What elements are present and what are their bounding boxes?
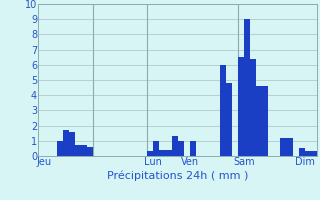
Bar	[262, 86, 268, 156]
Bar	[178, 141, 184, 156]
Bar	[57, 141, 63, 156]
Bar	[63, 130, 69, 156]
Bar	[238, 57, 244, 156]
Bar	[159, 150, 165, 156]
Bar	[153, 141, 159, 156]
Bar	[220, 65, 226, 156]
Bar	[226, 83, 232, 156]
Bar	[147, 151, 153, 156]
Bar	[81, 145, 87, 156]
Bar	[87, 147, 93, 156]
Bar	[172, 136, 178, 156]
Bar	[256, 86, 262, 156]
Bar	[299, 148, 305, 156]
Bar	[250, 59, 256, 156]
Bar	[190, 141, 196, 156]
Bar	[244, 19, 250, 156]
Bar	[75, 145, 81, 156]
Bar	[311, 151, 317, 156]
Bar	[286, 138, 292, 156]
X-axis label: Précipitations 24h ( mm ): Précipitations 24h ( mm )	[107, 170, 248, 181]
Bar	[305, 151, 311, 156]
Bar	[69, 132, 75, 156]
Bar	[281, 138, 286, 156]
Bar	[165, 150, 172, 156]
